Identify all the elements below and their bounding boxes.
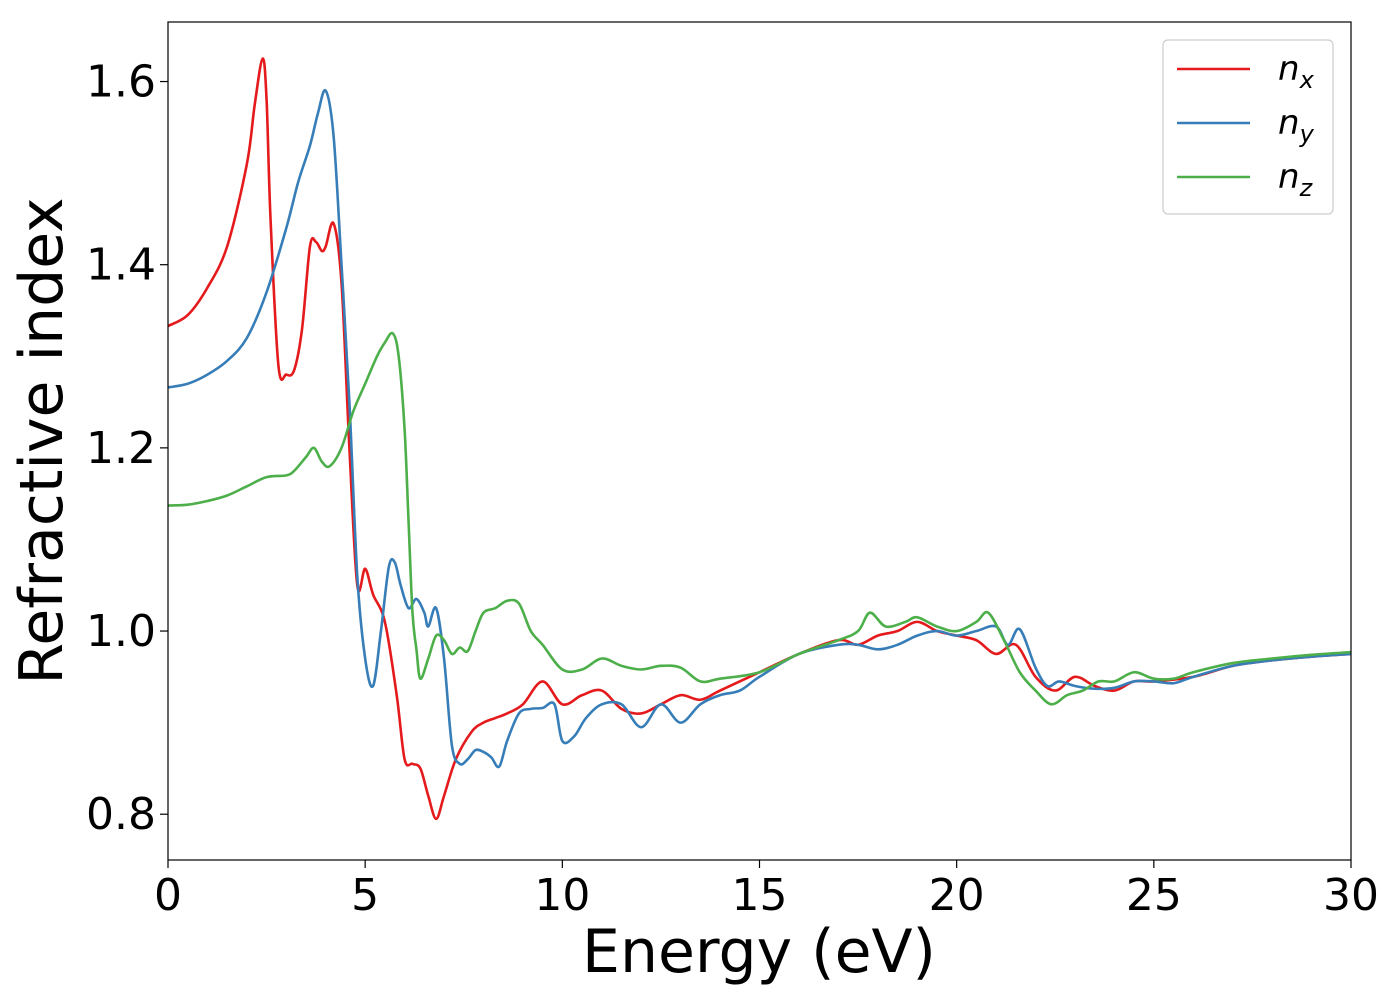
y-axis-label: Refractive index [7, 197, 77, 684]
y-tick-label: 1.0 [86, 606, 156, 657]
x-tick-label: 15 [732, 870, 788, 921]
x-tick-label: 0 [154, 870, 182, 921]
legend-label-nx: nx [1278, 49, 1315, 94]
legend-label-ny: ny [1278, 103, 1315, 148]
legend-frame [1162, 39, 1334, 215]
y-tick-label: 1.4 [86, 240, 156, 291]
x-tick-label: 5 [351, 870, 379, 921]
y-axis: 0.8 1.0 1.2 1.4 1.6 [86, 57, 168, 840]
y-tick-label: 1.2 [86, 423, 156, 474]
y-tick-label: 1.6 [86, 57, 156, 108]
series-layer [168, 57, 1351, 821]
series-line-nx [168, 57, 1351, 821]
series-line-nz [168, 331, 1351, 706]
x-axis: 0 5 10 15 20 25 30 [154, 860, 1379, 921]
x-axis-label: Energy (eV) [582, 917, 936, 987]
x-tick-label: 10 [534, 870, 590, 921]
x-tick-label: 25 [1126, 870, 1182, 921]
y-tick-label: 0.8 [86, 789, 156, 840]
series-line-ny [168, 88, 1351, 769]
x-tick-label: 20 [929, 870, 985, 921]
x-tick-label: 30 [1323, 870, 1379, 921]
